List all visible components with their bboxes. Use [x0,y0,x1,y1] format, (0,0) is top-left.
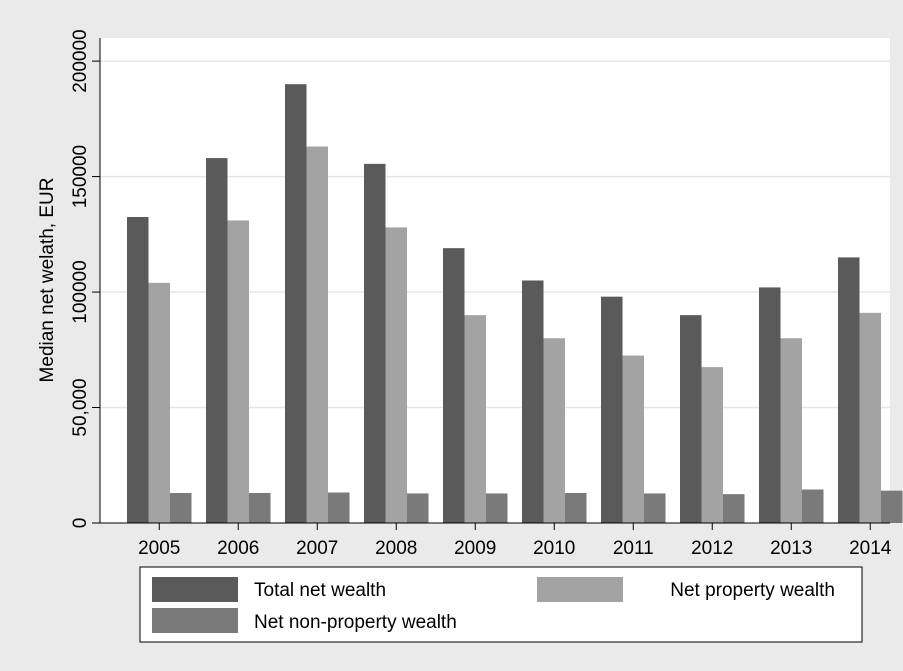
y-tick-label: 100000 [70,260,91,323]
bar-2007-series-1 [285,84,307,523]
y-tick-label: 200000 [70,29,91,92]
bar-2008-series-3 [407,493,429,523]
bar-2014-series-1 [838,257,860,523]
legend-swatch-series-1 [152,577,238,602]
x-tick-label: 2005 [138,538,180,559]
bar-2009-series-2 [464,315,486,523]
legend-label-series-3: Net non-property wealth [254,612,457,633]
bar-2008-series-1 [364,163,386,523]
bar-2014-series-3 [881,490,903,523]
bar-2005-series-3 [170,492,192,523]
legend-label-series-1: Total net wealth [254,580,386,601]
bar-2005-series-1 [127,216,149,523]
x-tick-label: 2009 [454,538,496,559]
bar-2007-series-3 [328,492,350,523]
x-tick-label: 2014 [849,538,892,559]
bar-2006-series-1 [206,158,228,523]
bar-2009-series-1 [443,248,465,523]
x-tick-label: 2013 [770,538,812,559]
bar-2010-series-3 [565,492,587,523]
bar-2011-series-3 [644,493,666,523]
bar-2006-series-3 [249,492,271,523]
legend: Total net wealth Net property wealth Net n… [139,566,863,643]
y-axis-label: Median net welath, EUR [37,178,58,383]
bar-2011-series-1 [601,296,623,523]
bar-2007-series-2 [306,146,328,524]
y-tick-label: 0 [70,518,91,529]
bar-2014-series-2 [859,312,881,523]
legend-swatch-series-2 [537,577,623,602]
bar-2009-series-3 [486,493,508,523]
bar-2005-series-2 [148,282,170,523]
bar-2010-series-1 [522,280,544,523]
x-tick-label: 2007 [296,538,338,559]
legend-swatch-series-3 [152,608,238,633]
bar-2010-series-2 [543,338,565,523]
x-axis-ticks: 2005 2006 2007 2008 2009 2010 2011 2012 2013 2014 [138,523,892,559]
bar-2013-series-2 [780,338,802,523]
legend-box [139,566,863,643]
bar-2008-series-2 [385,227,407,523]
bars [127,84,903,524]
x-tick-label: 2008 [375,538,417,559]
bar-2013-series-1 [759,287,781,523]
bar-2012-series-1 [680,315,702,523]
bar-2012-series-3 [723,494,745,523]
x-tick-label: 2011 [613,538,654,559]
bar-2013-series-3 [802,489,824,523]
x-tick-label: 2006 [217,538,259,559]
x-tick-label: 2012 [691,538,733,559]
bar-2011-series-2 [622,355,644,523]
x-tick-label: 2010 [533,538,575,559]
y-tick-label: 50,000 [70,378,91,436]
y-tick-label: 150000 [70,145,91,208]
legend-label-series-2: Net property wealth [670,580,835,601]
y-axis-ticks: 0 50,000 100000 150000 200000 [70,29,100,528]
bar-2006-series-2 [227,220,249,523]
bar-2012-series-2 [701,367,723,523]
